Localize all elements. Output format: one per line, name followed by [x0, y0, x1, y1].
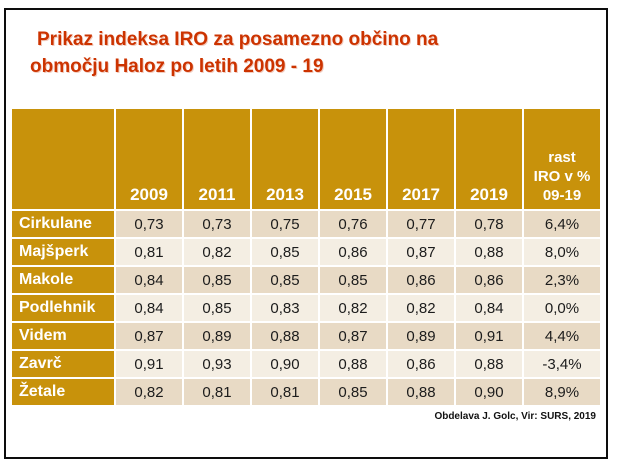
year-header-2009: 2009 — [116, 109, 182, 209]
year-header-2015: 2015 — [320, 109, 386, 209]
iro-value-cell: 0,85 — [184, 295, 250, 321]
iro-value-cell: 0,84 — [116, 295, 182, 321]
iro-value-cell: 0,86 — [388, 267, 454, 293]
table-row-zetale: Žetale 0,82 0,81 0,81 0,85 0,88 0,90 8,9… — [12, 379, 600, 405]
iro-value-cell: 0,73 — [116, 211, 182, 237]
iro-value-cell: 0,86 — [456, 267, 522, 293]
iro-value-cell: 0,89 — [388, 323, 454, 349]
iro-value-cell: 0,90 — [456, 379, 522, 405]
row-label: Majšperk — [12, 239, 114, 265]
iro-value-cell: 0,78 — [456, 211, 522, 237]
table-row-makole: Makole 0,84 0,85 0,85 0,85 0,86 0,86 2,3… — [12, 267, 600, 293]
iro-value-cell: 0,81 — [184, 379, 250, 405]
year-header-2017: 2017 — [388, 109, 454, 209]
row-label: Makole — [12, 267, 114, 293]
iro-value-cell: 0,86 — [320, 239, 386, 265]
row-label: Cirkulane — [12, 211, 114, 237]
slide-frame: Prikaz indeksa IRO za posamezno občino n… — [4, 8, 608, 459]
growth-value-cell: 8,9% — [524, 379, 600, 405]
year-header-2011: 2011 — [184, 109, 250, 209]
iro-value-cell: 0,76 — [320, 211, 386, 237]
iro-value-cell: 0,85 — [184, 267, 250, 293]
iro-value-cell: 0,84 — [116, 267, 182, 293]
iro-value-cell: 0,81 — [116, 239, 182, 265]
iro-value-cell: 0,87 — [116, 323, 182, 349]
iro-value-cell: 0,91 — [116, 351, 182, 377]
growth-value-cell: 4,4% — [524, 323, 600, 349]
iro-value-cell: 0,82 — [184, 239, 250, 265]
table-row-zavrc: Zavrč 0,91 0,93 0,90 0,88 0,86 0,88 -3,4… — [12, 351, 600, 377]
iro-index-table: 2009 2011 2013 2015 2017 2019 rast IRO v… — [10, 107, 602, 407]
row-label: Videm — [12, 323, 114, 349]
iro-value-cell: 0,75 — [252, 211, 318, 237]
title-line-1: Prikaz indeksa IRO za posamezno občino n… — [37, 29, 439, 50]
iro-value-cell: 0,88 — [252, 323, 318, 349]
iro-value-cell: 0,85 — [252, 267, 318, 293]
row-label: Zavrč — [12, 351, 114, 377]
growth-value-cell: 6,4% — [524, 211, 600, 237]
iro-value-cell: 0,85 — [320, 267, 386, 293]
iro-value-cell: 0,88 — [456, 351, 522, 377]
growth-value-cell: 8,0% — [524, 239, 600, 265]
table-row-podlehnik: Podlehnik 0,84 0,85 0,83 0,82 0,82 0,84 … — [12, 295, 600, 321]
source-credit: Obdelava J. Golc, Vir: SURS, 2019 — [434, 411, 596, 422]
iro-value-cell: 0,88 — [388, 379, 454, 405]
iro-value-cell: 0,82 — [388, 295, 454, 321]
growth-value-cell: -3,4% — [524, 351, 600, 377]
iro-value-cell: 0,73 — [184, 211, 250, 237]
iro-value-cell: 0,82 — [116, 379, 182, 405]
iro-value-cell: 0,85 — [252, 239, 318, 265]
row-label: Žetale — [12, 379, 114, 405]
iro-value-cell: 0,83 — [252, 295, 318, 321]
year-header-2019: 2019 — [456, 109, 522, 209]
growth-column-header: rast IRO v % 09-19 — [524, 109, 600, 209]
growth-value-cell: 0,0% — [524, 295, 600, 321]
page-title: Prikaz indeksa IRO za posamezno občino n… — [30, 26, 570, 80]
iro-value-cell: 0,91 — [456, 323, 522, 349]
iro-value-cell: 0,84 — [456, 295, 522, 321]
table-row-majsperk: Majšperk 0,81 0,82 0,85 0,86 0,87 0,88 8… — [12, 239, 600, 265]
iro-value-cell: 0,93 — [184, 351, 250, 377]
table-row-videm: Videm 0,87 0,89 0,88 0,87 0,89 0,91 4,4% — [12, 323, 600, 349]
iro-value-cell: 0,85 — [320, 379, 386, 405]
growth-value-cell: 2,3% — [524, 267, 600, 293]
iro-value-cell: 0,88 — [456, 239, 522, 265]
header-row: 2009 2011 2013 2015 2017 2019 rast IRO v… — [12, 109, 600, 209]
iro-value-cell: 0,86 — [388, 351, 454, 377]
row-label: Podlehnik — [12, 295, 114, 321]
corner-cell — [12, 109, 114, 209]
iro-value-cell: 0,81 — [252, 379, 318, 405]
iro-value-cell: 0,87 — [388, 239, 454, 265]
table-row-cirkulane: Cirkulane 0,73 0,73 0,75 0,76 0,77 0,78 … — [12, 211, 600, 237]
year-header-2013: 2013 — [252, 109, 318, 209]
iro-value-cell: 0,90 — [252, 351, 318, 377]
iro-value-cell: 0,87 — [320, 323, 386, 349]
iro-value-cell: 0,88 — [320, 351, 386, 377]
iro-value-cell: 0,82 — [320, 295, 386, 321]
title-line-2: območju Haloz po letih 2009 - 19 — [30, 56, 324, 77]
iro-value-cell: 0,89 — [184, 323, 250, 349]
iro-value-cell: 0,77 — [388, 211, 454, 237]
